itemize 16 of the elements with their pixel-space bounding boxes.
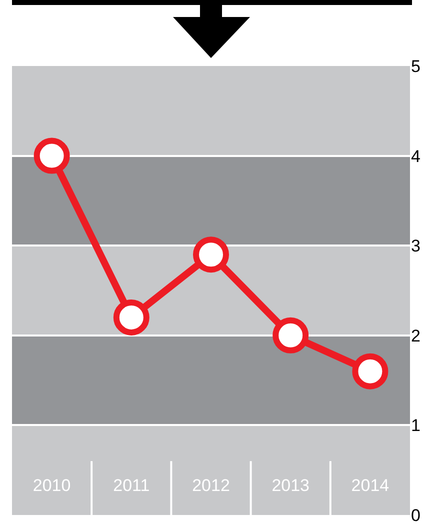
- x-tick-label: 2012: [192, 476, 230, 495]
- y-tick-label: 1: [411, 416, 420, 436]
- point: [272, 317, 309, 354]
- y-tick-label: 0: [411, 506, 420, 525]
- point: [113, 299, 150, 336]
- point: [193, 236, 229, 273]
- point: [34, 138, 70, 174]
- y-tick-label: 5: [411, 56, 420, 76]
- y-tick-label: 2: [411, 326, 420, 346]
- point: [352, 353, 388, 390]
- y-tick-label: 4: [411, 146, 420, 166]
- x-tick-label: 2010: [32, 476, 71, 495]
- x-tick-label: 2011: [113, 476, 150, 495]
- x-tick-label: 2014: [351, 476, 390, 495]
- y-tick-label: 3: [411, 236, 420, 256]
- x-tick-label: 2013: [272, 476, 310, 495]
